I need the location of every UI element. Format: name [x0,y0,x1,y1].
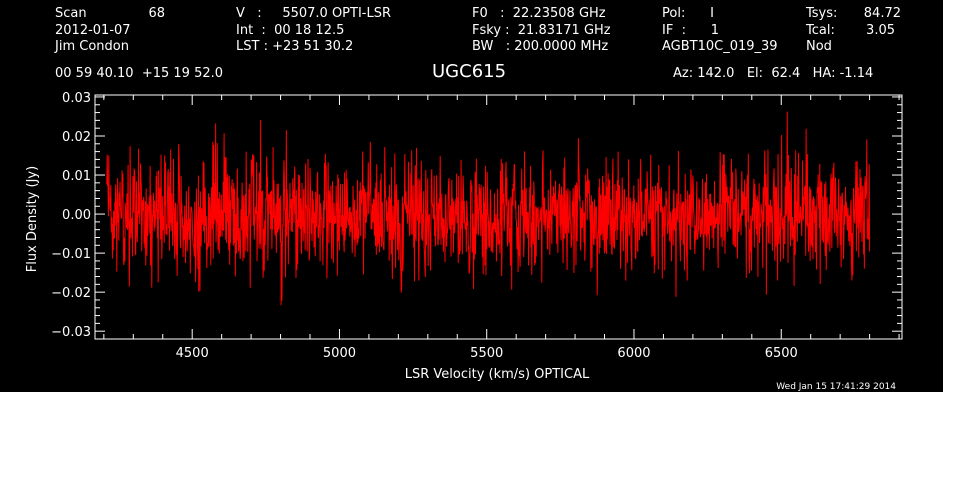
y-tick-label: −0.01 [51,247,91,262]
spectrum-trace-layer [106,111,871,306]
x-axis-ticks: 4500 5000 5500 6000 6500 [103,95,900,361]
tcal-value: 3.05 [866,23,895,38]
source-name: UGC615 [432,61,507,82]
obs-date: 2012-01-07 [55,23,131,38]
y-tick-label: −0.03 [51,325,91,340]
x-tick-label: 4500 [176,346,209,361]
x-axis-label: LSR Velocity (km/s) OPTICAL [405,367,590,382]
y-tick-label: 0.02 [62,130,91,145]
plot-frame [94,94,903,340]
y-tick-label: 0.03 [62,91,91,106]
y-axis-ticks: −0.03 −0.02 −0.01 0.00 0.01 0.02 0.03 [51,91,902,340]
plot-window: Scan 68 2012-01-07 Jim Condon V : 5507.0… [0,0,943,392]
velocity-info: V : 5507.0 OPTI-LSR [236,6,392,21]
source-coordinates: 00 59 40.10 +15 19 52.0 [55,66,224,81]
x-tick-label: 6500 [765,346,798,361]
tcal-label: Tcal: [806,23,835,38]
y-tick-label: 0.00 [62,208,91,223]
y-axis-label: Flux Density (Jy) [25,166,40,272]
polarization: Pol: I [662,6,714,21]
obs-mode: Nod [806,39,832,54]
bandwidth: BW : 200.0000 MHz [472,39,609,54]
lst-info: LST : +23 51 30.2 [236,39,354,54]
x-tick-label: 5000 [323,346,356,361]
if-number: IF : 1 [662,23,720,38]
tsys-label: Tsys: [806,6,838,21]
spectrum-trace [106,111,871,306]
rest-frequency: F0 : 22.23508 GHz [472,6,606,21]
sky-frequency: Fsky : 21.83171 GHz [472,23,611,38]
plot-timestamp: Wed Jan 15 17:41:29 2014 [776,382,896,392]
scan-label: Scan [55,6,87,21]
observer-name: Jim Condon [55,39,129,54]
az-el-ha: Az: 142.0 El: 62.4 HA: -1.14 [673,66,874,81]
x-tick-label: 5500 [470,346,503,361]
project-id: AGBT10C_019_39 [662,39,778,54]
y-tick-label: −0.02 [51,286,91,301]
x-tick-label: 6000 [617,346,650,361]
scan-value: 68 [148,6,165,21]
spectrum-chart: 4500 5000 5500 6000 6500 −0.03 −0.02 −0.01 0.00… [25,91,903,392]
integration-time: Int : 00 18 12.5 [236,23,345,38]
y-tick-label: 0.01 [62,169,91,184]
tsys-value: 84.72 [863,6,901,21]
